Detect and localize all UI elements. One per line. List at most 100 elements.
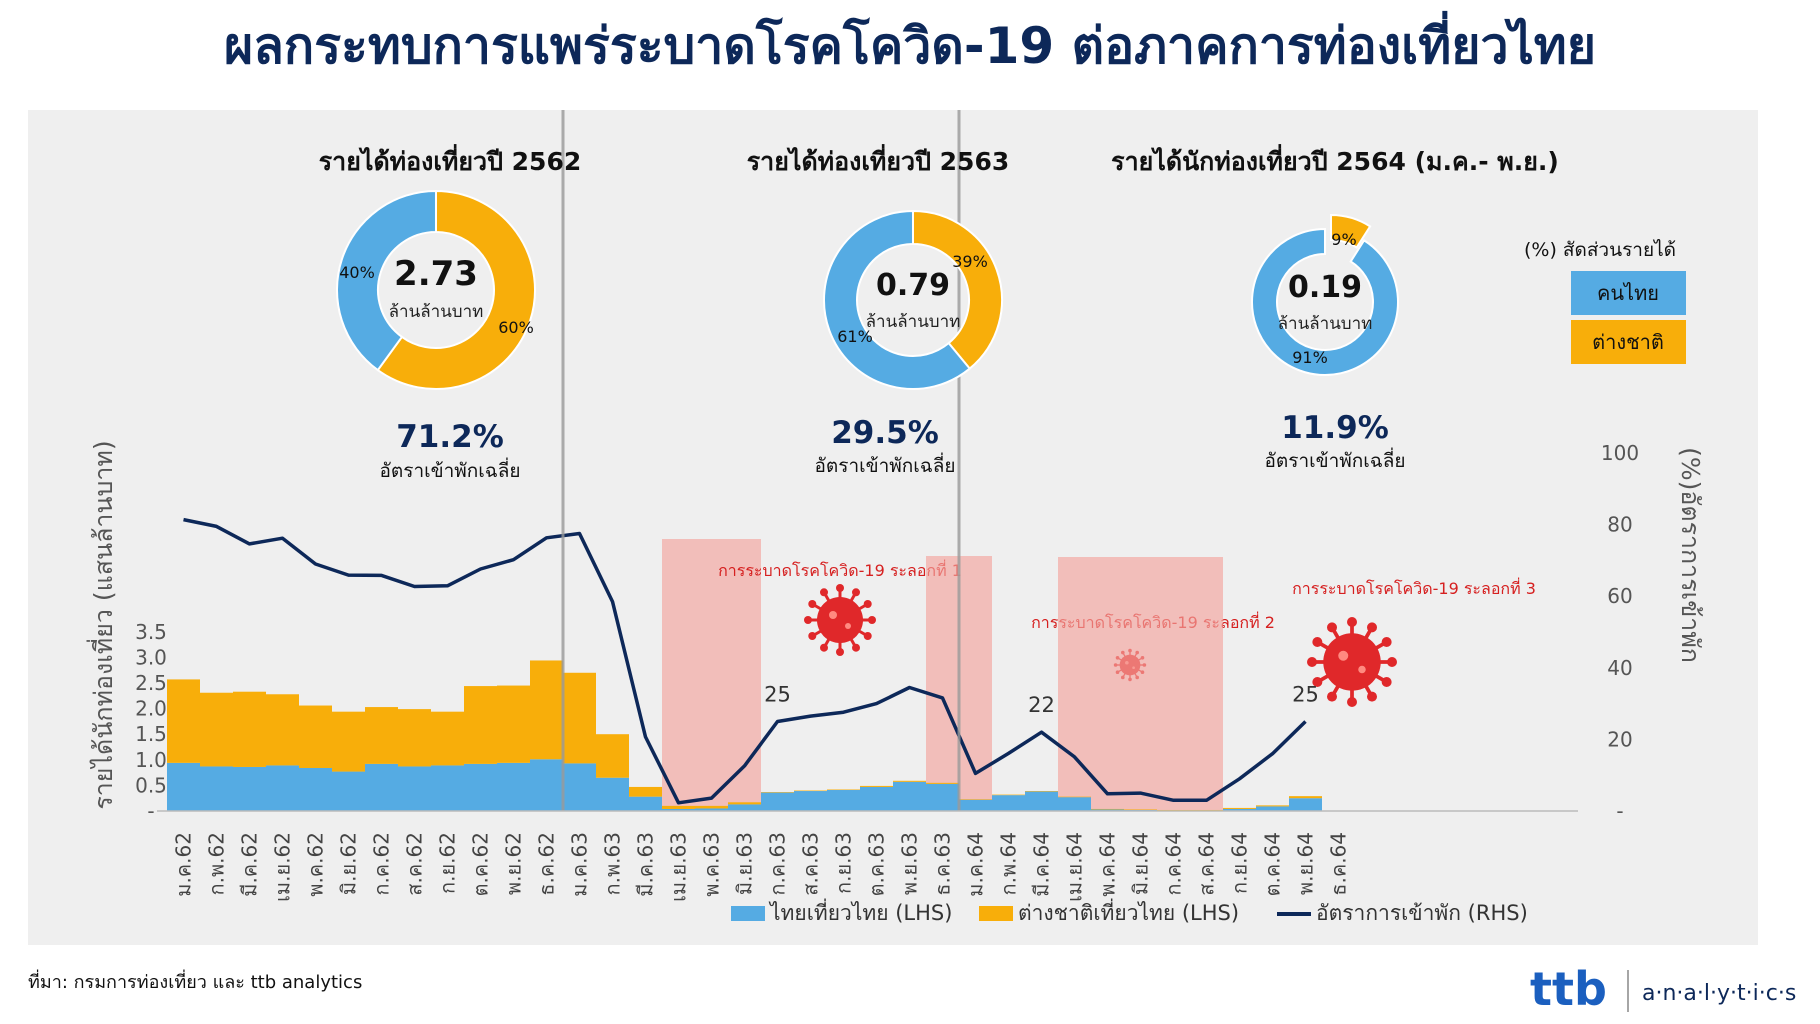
bar-foreign-18 (761, 792, 794, 793)
bar-foreign-25 (992, 794, 1025, 796)
x-axis-tick: ต.ค.63 (865, 832, 889, 897)
bar-thai-28 (1091, 809, 1124, 811)
virus-body (1323, 633, 1381, 691)
left-axis-title: รายได้นักท่องเที่ยว (แสนล้านบาท) (86, 440, 118, 809)
donut-total: 2.73 (394, 254, 478, 294)
donut-panel-1: รายได้ท่องเที่ยวปี 2562 2.73 ล้านล้านบาท 40… (319, 144, 582, 482)
bar-thai-14 (629, 796, 662, 811)
x-axis-tick: ต.ค.62 (469, 832, 493, 897)
bar-foreign-2 (233, 691, 266, 767)
share-legend-title: (%) สัดส่วนรายได้ (1524, 239, 1676, 261)
bar-foreign-22 (893, 780, 926, 782)
donut-foreign-label: 9% (1331, 230, 1356, 249)
virus-spike-tip (808, 600, 817, 608)
donut-unit: ล้านล้านบาท (866, 312, 961, 332)
virus-spike-tip (1312, 677, 1323, 687)
virus-spike-tip (1307, 657, 1317, 667)
bar-thai-15 (662, 808, 695, 811)
virus-body (817, 597, 863, 643)
x-axis-tick: ต.ค.64 (1261, 832, 1285, 897)
page-title: ผลกระทบการแพร่ระบาดโรคโควิด-19 ต่อภาคการ… (224, 11, 1596, 75)
share-legend: (%) สัดส่วนรายได้ คนไทย ต่างชาติ (1524, 239, 1686, 364)
bar-foreign-17 (728, 802, 761, 805)
legend-foreign-label: ต่างชาติเที่ยวไทย (LHS) (1018, 898, 1239, 925)
virus-spot (845, 623, 851, 629)
bar-foreign-6 (365, 707, 398, 764)
x-axis-tick: มิ.ย.63 (733, 832, 757, 895)
virus-spike-tip (1347, 697, 1357, 707)
bar-series (167, 660, 1322, 811)
bar-thai-9 (464, 763, 497, 811)
x-axis-tick: พ.ย.64 (1294, 832, 1318, 895)
x-axis-tick: มิ.ย.62 (337, 832, 361, 895)
bar-thai-27 (1058, 797, 1091, 811)
x-axis-tick: มี.ค.64 (1030, 832, 1054, 897)
bar-foreign-32 (1223, 807, 1256, 809)
occupancy-average-label: อัตราเข้าพักเฉลี่ย (379, 457, 520, 482)
x-axis-tick: ก.ย.63 (832, 832, 856, 894)
bar-foreign-14 (629, 786, 662, 797)
occupancy-line (183, 517, 1307, 805)
x-axis-tick: เม.ย.62 (271, 832, 295, 902)
occupancy-average: 29.5% (831, 415, 939, 451)
virus-spike-tip (1327, 622, 1337, 633)
x-axis-tick: ม.ค.62 (172, 832, 196, 897)
bar-thai-33 (1256, 806, 1289, 811)
bar-thai-5 (332, 771, 365, 811)
bar-thai-0 (167, 762, 200, 811)
bar-foreign-15 (662, 805, 695, 809)
bar-thai-4 (299, 767, 332, 811)
left-axis-tick: 3.5 (135, 620, 167, 644)
virus-spike-tip (1367, 622, 1377, 633)
x-axis-tick: ก.ย.62 (436, 832, 460, 894)
x-axis-tick: ธ.ค.64 (1327, 832, 1351, 896)
logo-text: ttb (1530, 962, 1607, 1016)
x-axis-tick: ก.พ.62 (205, 832, 229, 895)
bar-foreign-26 (1025, 791, 1058, 792)
bar-foreign-23 (926, 782, 959, 784)
virus-spike-tip (836, 584, 844, 592)
x-axis-tick: พ.ย.63 (898, 832, 922, 895)
virus-1-icon (804, 584, 876, 656)
bar-thai-11 (530, 759, 563, 811)
right-axis-title: (%)อัตราการเข้าพัก (1676, 447, 1705, 663)
donut-panels: รายได้ท่องเที่ยวปี 2562 2.73 ล้านล้านบาท 40… (319, 144, 1559, 482)
x-axis-tick: พ.ค.62 (304, 832, 328, 897)
legend-foreign-swatch (979, 906, 1013, 921)
x-axis-tick: ส.ค.64 (1195, 832, 1219, 896)
wave-highlights: การระบาดโรคโควิด-19 ระลอกที่ 1 การระบาดโร… (662, 539, 1536, 811)
bar-foreign-8 (431, 711, 464, 766)
occupancy-data-label: 25 (764, 683, 791, 707)
donut-foreign-slice (912, 209, 1003, 370)
virus-spike-tip (863, 600, 872, 608)
donut-thai-label: 91% (1292, 348, 1328, 367)
series-legend: ไทยเที่ยวไทย (LHS) ต่างชาติเที่ยวไทย (LH… (731, 898, 1528, 925)
donut-panel-2: รายได้ท่องเที่ยวปี 2563 0.79 ล้านล้านบาท61… (747, 144, 1010, 477)
line-series: 25 22 25 (183, 517, 1319, 805)
bar-foreign-10 (497, 685, 530, 763)
bar-foreign-4 (299, 705, 332, 768)
bar-foreign-33 (1256, 805, 1289, 807)
share-legend-foreign-label: ต่างชาติ (1592, 330, 1664, 354)
analytics-wordmark: a·n·a·l·y·t·i·c·s (1642, 981, 1796, 1006)
left-axis-tick: 3.0 (135, 645, 167, 669)
bar-foreign-19 (794, 790, 827, 792)
bar-foreign-1 (200, 692, 233, 767)
legend-line-label: อัตราการเข้าพัก (RHS) (1316, 901, 1528, 925)
donut-foreign-slice (376, 189, 536, 390)
right-axis-tick: 60 (1607, 584, 1632, 608)
donut-heading: รายได้ท่องเที่ยวปี 2562 (319, 144, 582, 176)
x-axis-tick: มี.ค.62 (238, 832, 262, 897)
bar-foreign-12 (563, 672, 596, 764)
bar-thai-25 (992, 795, 1025, 811)
donut-unit: ล้านล้านบาท (1278, 314, 1373, 334)
x-axis-tick: พ.ย.62 (502, 832, 526, 895)
bar-foreign-28 (1091, 808, 1124, 810)
bar-foreign-30 (1157, 809, 1190, 811)
axes: -0.51.01.52.02.53.03.5-20406080100ม.ค.62… (135, 441, 1639, 902)
donut-heading: รายได้ท่องเที่ยวปี 2563 (747, 144, 1010, 176)
virus-spot (829, 611, 837, 619)
right-axis-tick: 80 (1607, 513, 1632, 537)
bar-foreign-13 (596, 734, 629, 778)
